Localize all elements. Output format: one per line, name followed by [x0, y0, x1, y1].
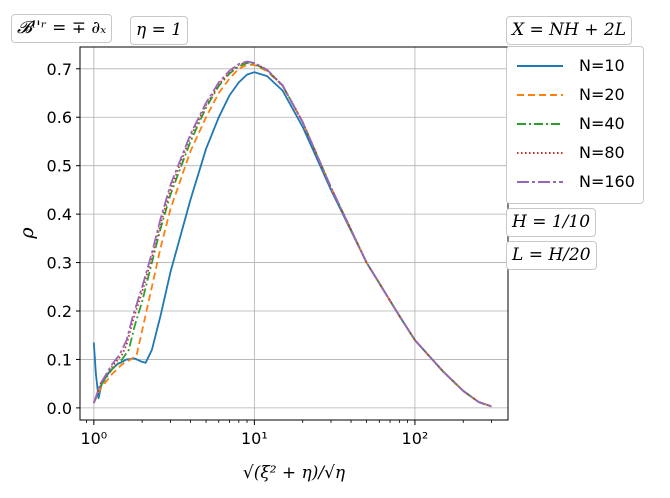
- legend: N=10 N=20 N=40 N=80 N=160: [506, 46, 644, 204]
- y-axis-label: ρ: [16, 227, 38, 240]
- legend-label: N=10: [579, 56, 625, 75]
- legend-item: N=160: [515, 171, 641, 193]
- x-tick-label: 10²: [402, 429, 429, 448]
- series-line: [92, 61, 492, 408]
- y-tick-label: 0.4: [47, 205, 72, 224]
- x-tick-label: 10¹: [241, 429, 268, 448]
- y-tick-label: 0.0: [47, 399, 72, 418]
- y-tick-label: 0.6: [47, 108, 72, 127]
- series-line: [92, 71, 492, 408]
- legend-label: N=80: [579, 143, 625, 162]
- l-definition-label: L = H/20: [506, 241, 597, 270]
- legend-label: N=160: [579, 172, 635, 191]
- series-lines: [92, 60, 492, 408]
- x-definition-label: X = NH + 2L: [506, 16, 633, 45]
- x-axis-label: √(ξ² + η)/√η: [243, 463, 346, 483]
- y-tick-label: 0.5: [47, 157, 72, 176]
- series-line: [92, 64, 492, 408]
- y-tick-label: 0.3: [47, 254, 72, 273]
- plot-frame: [79, 46, 509, 421]
- legend-label: N=40: [579, 114, 625, 133]
- eta-label: η = 1: [130, 16, 189, 45]
- legend-item: N=20: [515, 84, 641, 106]
- series-line: [92, 62, 492, 408]
- y-tick-label: 0.7: [47, 60, 72, 79]
- series-line: [92, 60, 492, 408]
- legend-item: N=80: [515, 142, 641, 164]
- axis-ticks: 0.0 0.1 0.2 0.3 0.4 0.5 0.6 0.7 10⁰ 10¹ 10²: [47, 60, 492, 448]
- y-tick-label: 0.2: [47, 302, 72, 321]
- legend-item: N=40: [515, 113, 641, 135]
- grid-lines: [80, 47, 508, 420]
- y-tick-label: 0.1: [47, 350, 72, 369]
- x-tick-label: 10⁰: [80, 429, 107, 448]
- legend-label: N=20: [579, 85, 625, 104]
- h-definition-label: H = 1/10: [506, 208, 597, 237]
- boundary-condition-label: 𝓑ˡ'ʳ = ∓ ∂ₓ: [11, 14, 113, 43]
- legend-item: N=10: [515, 55, 641, 77]
